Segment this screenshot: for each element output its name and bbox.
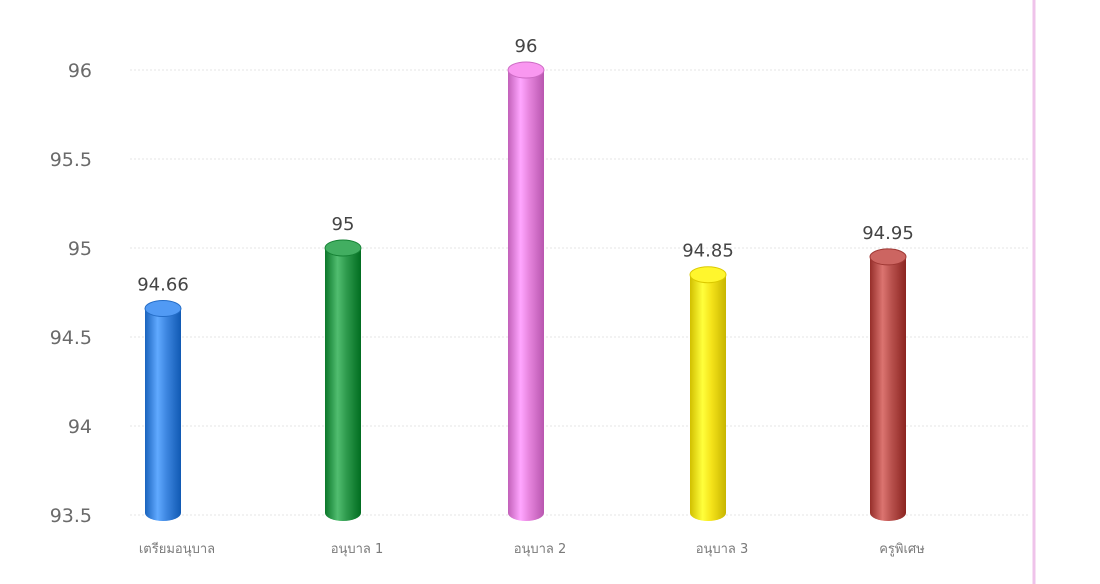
data-label: 94.85 xyxy=(682,241,734,262)
bar-body xyxy=(325,248,361,521)
bar xyxy=(869,248,907,521)
y-tick-label: 95 xyxy=(68,238,92,260)
data-label: 96 xyxy=(515,36,538,57)
y-tick-label: 96 xyxy=(68,60,92,82)
bar xyxy=(689,266,727,521)
bar-top xyxy=(689,266,727,284)
bar-body xyxy=(508,70,544,521)
data-label: 94.66 xyxy=(137,275,189,296)
y-tick-label: 94 xyxy=(68,416,92,438)
y-axis-tick-labels: 93.5 94 94.5 95 95.5 96 xyxy=(50,60,92,527)
bar-body xyxy=(145,308,181,521)
bar xyxy=(324,239,362,521)
bar-top xyxy=(324,239,362,257)
y-tick-label: 93.5 xyxy=(50,505,92,527)
category-label: อนุบาล 3 xyxy=(696,542,749,557)
bar-top xyxy=(869,248,907,266)
category-label: อนุบาล 2 xyxy=(514,542,567,557)
category-label: ครูพิเศษ xyxy=(879,542,925,557)
x-axis-category-labels: เตรียมอนุบาล อนุบาล 1 อนุบาล 2 อนุบาล 3 ครูพ… xyxy=(139,541,925,557)
y-tick-label: 95.5 xyxy=(50,149,92,171)
data-label: 95 xyxy=(332,214,355,235)
bar-body xyxy=(870,256,906,521)
bar-top xyxy=(144,300,182,318)
bars xyxy=(144,61,907,521)
data-labels: 94.66 95 96 94.85 94.95 xyxy=(137,36,914,296)
data-label: 94.95 xyxy=(862,223,914,244)
bar-top xyxy=(507,61,545,79)
category-label: เตรียมอนุบาล xyxy=(139,541,215,557)
bar-body xyxy=(690,274,726,521)
category-label: อนุบาล 1 xyxy=(331,542,384,557)
bar xyxy=(507,61,545,521)
y-tick-label: 94.5 xyxy=(50,327,92,349)
bar xyxy=(144,300,182,521)
